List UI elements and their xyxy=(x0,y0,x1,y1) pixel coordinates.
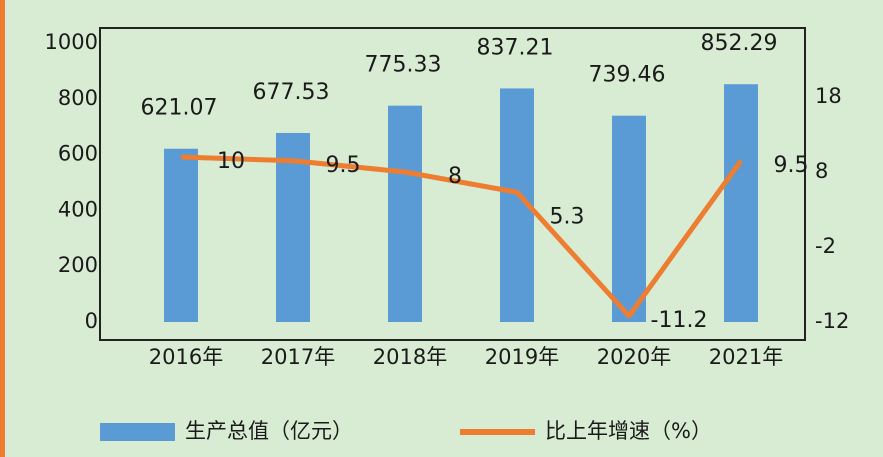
bar xyxy=(388,105,422,323)
y-tick-label: 200 xyxy=(58,253,98,277)
bar-value-label: 775.33 xyxy=(365,53,442,78)
line-value-label: -11.2 xyxy=(651,308,708,333)
bar-value-label: 852.29 xyxy=(701,31,778,56)
legend-label: 比上年增速（%） xyxy=(545,419,712,443)
y-tick-label: 1000 xyxy=(45,30,98,54)
line-value-label: 8 xyxy=(448,164,462,189)
x-tick-label: 2019年 xyxy=(485,345,559,369)
line-value-label: 9.5 xyxy=(774,153,809,178)
x-tick-label: 2021年 xyxy=(709,345,783,369)
bar xyxy=(276,132,310,322)
bar-value-label: 837.21 xyxy=(477,35,554,60)
bar xyxy=(724,84,758,322)
y2-tick-label: -2 xyxy=(815,234,836,258)
line-value-label: 9.5 xyxy=(326,153,361,178)
line-value-label: 10 xyxy=(217,149,245,174)
plot-frame xyxy=(99,27,806,341)
y2-tick-label: 8 xyxy=(815,159,828,183)
line-value-label: 5.3 xyxy=(550,204,585,229)
y2-tick-label: 18 xyxy=(815,84,842,108)
y-tick-label: 600 xyxy=(58,142,98,166)
legend-swatch xyxy=(100,423,175,441)
left-border xyxy=(0,0,5,457)
bar xyxy=(612,115,646,322)
y-tick-label: 0 xyxy=(85,309,98,333)
legend-label: 生产总值（亿元） xyxy=(185,419,353,443)
y2-tick-label: -12 xyxy=(815,309,849,333)
x-tick-label: 2018年 xyxy=(373,345,447,369)
bar-value-label: 621.07 xyxy=(141,96,218,121)
x-tick-label: 2020年 xyxy=(597,345,671,369)
bar xyxy=(164,148,198,322)
x-tick-label: 2017年 xyxy=(261,345,335,369)
line xyxy=(180,154,744,319)
y-tick-label: 400 xyxy=(58,197,98,221)
y-tick-label: 800 xyxy=(58,86,98,110)
bar-value-label: 677.53 xyxy=(253,80,330,105)
bar-value-label: 739.46 xyxy=(589,63,666,88)
x-tick-label: 2016年 xyxy=(149,345,223,369)
